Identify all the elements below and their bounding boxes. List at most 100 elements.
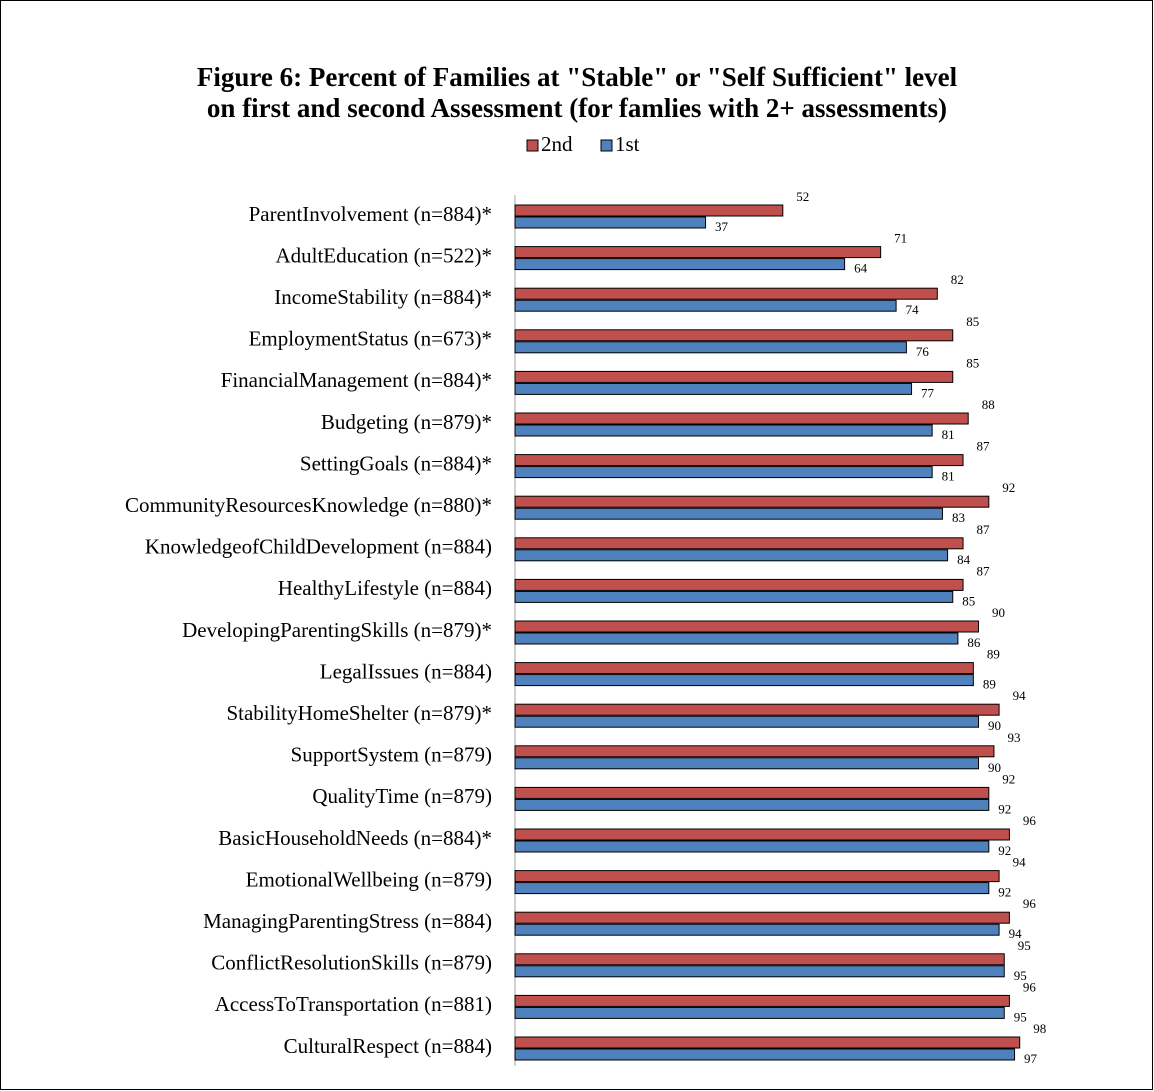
bar	[514, 798, 990, 811]
value-label: 90	[988, 718, 1001, 733]
value-label: 95	[1018, 938, 1031, 953]
bar	[514, 1048, 1016, 1061]
y-tick-label: LegalIssues (n=884)	[320, 659, 492, 683]
y-tick-label: HealthyLifestyle (n=884)	[278, 576, 492, 600]
bar	[514, 287, 938, 300]
bar	[514, 1006, 1005, 1019]
value-label: 95	[1014, 1009, 1027, 1024]
bar	[514, 757, 979, 770]
y-tick-label: SettingGoals (n=884)*	[300, 451, 492, 475]
bar	[514, 412, 969, 425]
bar	[514, 246, 882, 259]
y-tick-label: KnowledgeofChildDevelopment (n=884)	[145, 535, 492, 559]
value-label: 92	[998, 801, 1011, 816]
value-label: 85	[966, 314, 979, 329]
value-label: 92	[998, 843, 1011, 858]
value-label: 96	[1023, 979, 1037, 994]
value-label: 87	[977, 563, 991, 578]
y-tick-label: CulturalRespect (n=884)	[284, 1034, 492, 1058]
value-label: 96	[1023, 896, 1037, 911]
value-label: 92	[1002, 480, 1015, 495]
bar	[514, 840, 990, 853]
value-label: 92	[998, 885, 1011, 900]
bar	[514, 786, 990, 799]
bar	[514, 204, 784, 217]
value-label: 81	[942, 427, 955, 442]
value-label: 92	[1002, 771, 1015, 786]
y-tick-label: QualityTime (n=879)	[312, 784, 492, 808]
bar	[514, 578, 964, 591]
value-label: 93	[1007, 730, 1020, 745]
chart-title: on first and second Assessment (for faml…	[207, 93, 947, 123]
bar	[514, 870, 1000, 883]
bar	[514, 216, 707, 229]
value-label: 74	[906, 302, 920, 317]
value-label: 71	[894, 231, 907, 246]
y-tick-label: StabilityHomeShelter (n=879)*	[226, 701, 492, 725]
value-label: 82	[951, 272, 964, 287]
bar	[514, 537, 964, 550]
bar	[514, 299, 897, 312]
value-label: 81	[942, 469, 955, 484]
y-tick-label: Budgeting (n=879)*	[321, 410, 492, 434]
bar	[514, 590, 954, 603]
value-label: 87	[977, 522, 991, 537]
value-label: 90	[992, 605, 1005, 620]
bar	[514, 424, 933, 437]
value-label: 64	[854, 261, 868, 276]
bar	[514, 965, 1005, 978]
bar	[514, 495, 990, 508]
y-tick-label: EmploymentStatus (n=673)*	[249, 327, 492, 351]
value-label: 90	[988, 760, 1001, 775]
value-label: 76	[916, 344, 930, 359]
bar	[514, 454, 964, 467]
bar	[514, 662, 974, 675]
value-label: 94	[1013, 688, 1027, 703]
y-tick-label: AdultEducation (n=522)*	[275, 243, 492, 267]
chart-title: Figure 6: Percent of Families at "Stable…	[197, 62, 958, 92]
y-tick-label: ParentInvolvement (n=884)*	[249, 202, 492, 226]
bar	[514, 745, 995, 758]
legend-swatch	[600, 139, 613, 152]
bar	[514, 329, 954, 342]
bar	[514, 923, 1000, 936]
value-label: 85	[966, 355, 979, 370]
bar	[514, 911, 1010, 924]
legend-label: 1st	[615, 132, 640, 156]
bar	[514, 466, 933, 479]
y-tick-label: ManagingParentingStress (n=884)	[203, 909, 492, 933]
y-tick-label: ConflictResolutionSkills (n=879)	[211, 951, 492, 975]
bar	[514, 549, 949, 562]
bar	[514, 882, 990, 895]
y-tick-label: IncomeStability (n=884)*	[274, 285, 492, 309]
bar	[514, 994, 1010, 1007]
value-label: 89	[987, 647, 1000, 662]
value-label: 97	[1024, 1051, 1038, 1066]
bar	[514, 632, 959, 645]
y-tick-label: BasicHouseholdNeeds (n=884)*	[218, 826, 492, 850]
bar	[514, 507, 943, 520]
value-label: 94	[1009, 926, 1023, 941]
bar	[514, 674, 974, 687]
value-label: 89	[983, 677, 996, 692]
y-tick-label: EmotionalWellbeing (n=879)	[246, 867, 492, 891]
bar	[514, 258, 846, 271]
bar	[514, 703, 1000, 716]
value-label: 98	[1033, 1021, 1046, 1036]
bar	[514, 828, 1010, 841]
value-label: 96	[1023, 813, 1037, 828]
y-tick-label: DevelopingParentingSkills (n=879)*	[182, 618, 492, 642]
y-tick-label: CommunityResourcesKnowledge (n=880)*	[125, 493, 492, 517]
bar	[514, 715, 979, 728]
value-label: 95	[1014, 968, 1027, 983]
y-tick-label: FinancialManagement (n=884)*	[221, 368, 492, 392]
value-label: 94	[1013, 855, 1027, 870]
value-label: 83	[952, 510, 965, 525]
y-tick-label: SupportSystem (n=879)	[291, 743, 492, 767]
bar	[514, 1036, 1021, 1049]
value-label: 87	[977, 439, 991, 454]
value-label: 85	[962, 593, 975, 608]
value-label: 86	[967, 635, 981, 650]
value-label: 37	[715, 219, 729, 234]
